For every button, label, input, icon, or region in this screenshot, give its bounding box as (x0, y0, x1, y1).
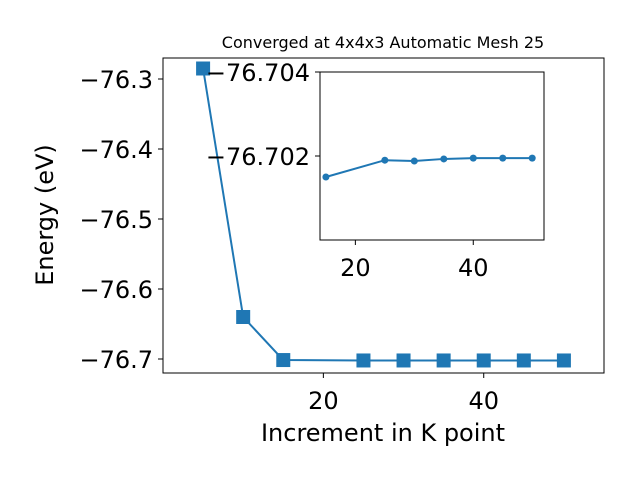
main-series-group (196, 61, 571, 368)
inset-data-point (322, 173, 330, 181)
inset-data-point (410, 157, 418, 165)
main-x-tick-label: 20 (308, 387, 339, 415)
main-y-tick-label: −76.7 (79, 346, 153, 374)
main-data-point (436, 353, 451, 368)
inset-tick-group: 20 40 −76.704 −76.702 (206, 59, 489, 282)
main-data-point (236, 310, 251, 324)
main-data-point (556, 353, 571, 368)
main-data-point (356, 353, 371, 368)
inset-data-point (440, 155, 448, 163)
inset-background (320, 72, 544, 240)
main-data-point (476, 353, 491, 368)
inset-series-group (322, 154, 536, 181)
inset-x-tick-label: 40 (458, 254, 489, 282)
inset-x-tick-label: 20 (340, 254, 371, 282)
chart-title: Converged at 4x4x3 Automatic Mesh 25 (222, 33, 544, 52)
main-data-point (396, 353, 411, 368)
inset-y-tick-label: −76.702 (206, 143, 310, 171)
main-data-point (276, 353, 291, 368)
main-plot-frame (162, 57, 605, 374)
inset-data-point (469, 154, 477, 162)
x-axis-label: Increment in K point (261, 419, 505, 447)
main-y-tick-label: −76.6 (79, 276, 153, 304)
inset-data-point (528, 154, 536, 162)
inset-data-point (381, 156, 389, 164)
main-y-tick-label: −76.3 (79, 66, 153, 94)
main-y-tick-label: −76.4 (79, 136, 153, 164)
main-x-tick-label: 40 (468, 387, 499, 415)
inset-y-tick-label: −76.704 (206, 59, 310, 87)
main-tick-group: 20 40 −76.3 −76.4 −76.5 −76.6 −76.7 (79, 66, 499, 415)
main-y-tick-label: −76.5 (79, 206, 153, 234)
main-data-point (516, 353, 531, 368)
main-data-point (196, 61, 211, 76)
inset-data-point (499, 154, 507, 162)
y-axis-label: Energy (eV) (31, 144, 59, 286)
